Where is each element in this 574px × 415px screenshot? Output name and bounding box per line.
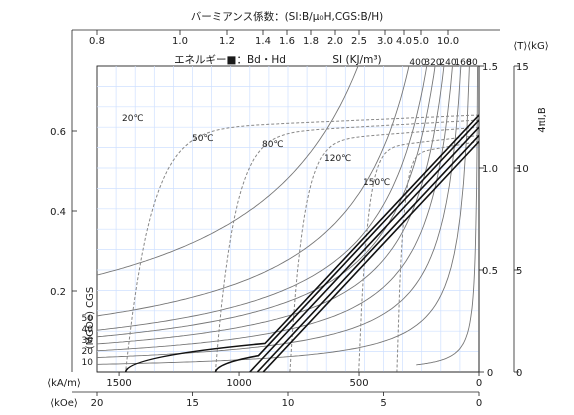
- left-tick-label: 0.4: [50, 207, 66, 218]
- energy-left-tick-label: 40: [82, 325, 94, 335]
- right-axis-label: 4πI,B: [537, 107, 548, 133]
- energy-top-tick-label: 160: [454, 58, 471, 68]
- top-tick-label: 10.0: [437, 36, 459, 47]
- intrinsic-curve: [125, 114, 479, 372]
- bottom-kOe-tick-label: 15: [186, 398, 199, 409]
- energy-top-tick-label: 80: [466, 58, 478, 68]
- energy-left-tick-label: 20: [82, 347, 94, 357]
- energy-product-curve: [97, 66, 359, 276]
- right-tick-label-T: 1.5: [482, 62, 498, 73]
- bottom-axis-kOe-unit: ⟨kOe⟩: [50, 398, 78, 409]
- bottom-kOe-tick-label: 10: [282, 398, 295, 409]
- bottom-kOe-tick-label: 0: [476, 398, 482, 409]
- right-tick-label-kG: 10: [516, 164, 529, 175]
- energy-top-tick-label: 400: [409, 58, 426, 68]
- top-tick-label: 1.8: [303, 36, 319, 47]
- bottom-axis-ticks: 1500 1000 500 0 20 15 10 5 0: [91, 372, 482, 409]
- left-axis-ticks: 0.2 0.4 0.6: [50, 127, 77, 298]
- top-tick-label: 4.0: [396, 36, 412, 47]
- bottom-kAm-tick-label: 0: [476, 378, 482, 389]
- intrinsic-curve: [214, 119, 479, 372]
- top-tick-label: 1.0: [172, 36, 188, 47]
- bottom-kAm-tick-label: 500: [349, 378, 368, 389]
- top-tick-label: 2.0: [327, 36, 343, 47]
- top-tick-label: 5.0: [413, 36, 429, 47]
- energy-left-tick-label: 30: [82, 336, 94, 346]
- left-tick-label: 0.6: [50, 127, 66, 138]
- energy-label: エネルギー■：Bd・Hd: [174, 54, 286, 66]
- grid: [97, 66, 479, 372]
- energy-top-tick-label: 320: [424, 58, 441, 68]
- demagnetization-line: [256, 134, 479, 372]
- bottom-kAm-tick-label: 1000: [226, 378, 251, 389]
- bottom-kAm-tick-label: 1500: [106, 378, 131, 389]
- right-axis-ticks: 0 0 0.5 5 1.0 10 1.5 15: [479, 62, 529, 379]
- demagnetization-line: [124, 114, 479, 372]
- top-tick-label: 2.5: [351, 36, 367, 47]
- energy-unit-label: SI (KJ/m³): [332, 54, 381, 66]
- energy-left-tick-label: 50: [82, 314, 94, 324]
- bottom-kOe-tick-label: 20: [91, 398, 104, 409]
- right-tick-label-T: 0: [487, 368, 493, 379]
- energy-product-curve: [97, 66, 436, 338]
- top-tick-label: 3.0: [377, 36, 393, 47]
- right-tick-label-kG: 0: [516, 368, 522, 379]
- top-tick-label: 1.6: [279, 36, 295, 47]
- right-tick-label-T: 1.0: [482, 164, 498, 175]
- intrinsic-curve: [289, 126, 479, 372]
- energy-left-tick-label: 10: [82, 358, 94, 368]
- energy-product-curve: [97, 66, 470, 365]
- left-axis-label: (MGOe) CGS: [85, 287, 96, 349]
- intrinsic-curves: [125, 114, 479, 372]
- demagnetization-curves: [124, 114, 479, 372]
- right-tick-label-T: 0.5: [482, 266, 498, 277]
- series-label: 150℃: [363, 178, 390, 188]
- energy-top-tick-label: 240: [439, 58, 456, 68]
- top-axis-unit: ⟨T⟩⟨kG⟩: [513, 41, 548, 52]
- top-tick-label: 0.8: [89, 36, 105, 47]
- series-label: 20℃: [122, 114, 144, 124]
- bottom-kOe-tick-label: 5: [380, 398, 386, 409]
- energy-product-curve: [97, 66, 462, 358]
- intrinsic-curve: [396, 141, 479, 372]
- series-labels: 20℃ 50℃ 80℃ 120℃ 150℃: [122, 114, 390, 188]
- demagnetization-line: [214, 119, 479, 372]
- energy-product-curve: [416, 66, 478, 366]
- top-axis-ticks: 0.8 1.0 1.2 1.4 1.6 1.8 2.0 2.5 3.0 4.0 5.0 10.0: [89, 30, 459, 47]
- series-label: 50℃: [192, 134, 214, 144]
- chart-title: バーミアンス係数：(SI:B/μ₀H,CGS:B/H): [191, 10, 384, 23]
- bottom-axis-kAm-unit: ⟨kA/m⟩: [47, 378, 81, 389]
- energy-product-curve: [97, 66, 410, 317]
- demagnetization-line: [249, 126, 479, 372]
- energy-product-curve: [97, 66, 428, 331]
- right-tick-label-kG: 5: [516, 266, 522, 277]
- series-label: 80℃: [262, 140, 284, 150]
- right-tick-label-kG: 15: [516, 62, 529, 73]
- top-tick-label: 1.4: [255, 36, 271, 47]
- intrinsic-curve: [358, 134, 479, 372]
- demagnetization-line: [262, 140, 479, 372]
- left-tick-label: 0.2: [50, 287, 66, 298]
- series-label: 120℃: [324, 154, 351, 164]
- top-tick-label: 1.2: [219, 36, 235, 47]
- energy-product-curve: [97, 66, 445, 345]
